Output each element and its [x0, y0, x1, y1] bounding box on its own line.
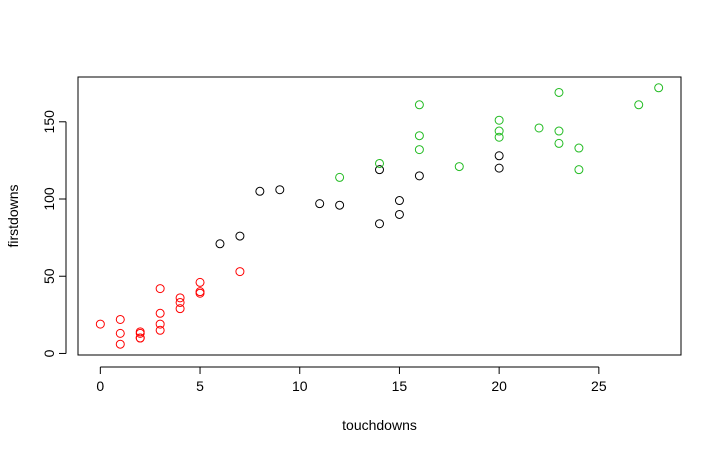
- data-point: [414, 100, 424, 110]
- data-point: [654, 83, 664, 93]
- data-point: [494, 132, 504, 142]
- data-point: [115, 328, 125, 338]
- x-tick-label: 0: [96, 378, 104, 394]
- y-tick-label: 100: [41, 187, 57, 211]
- x-tick-label: 20: [491, 378, 507, 394]
- data-point: [375, 165, 384, 175]
- data-point: [375, 158, 384, 168]
- data-point: [175, 297, 185, 307]
- x-tick-label: 5: [196, 378, 204, 394]
- x-tick-label: 15: [392, 378, 408, 394]
- data-point: [155, 284, 165, 294]
- data-point: [155, 308, 165, 318]
- data-point: [375, 219, 384, 229]
- y-tick-label: 150: [41, 110, 57, 134]
- data-point: [195, 288, 205, 298]
- y-axis-label: firstdowns: [5, 184, 21, 247]
- data-point: [394, 209, 404, 219]
- data-point: [414, 145, 424, 155]
- data-point: [155, 325, 165, 335]
- data-point: [554, 138, 564, 148]
- x-tick-label: 10: [292, 378, 308, 394]
- data-point: [574, 143, 584, 153]
- data-point: [335, 172, 345, 182]
- data-point: [115, 339, 125, 349]
- data-point: [534, 123, 544, 133]
- data-point: [494, 126, 504, 136]
- data-point: [394, 196, 404, 206]
- data-point: [195, 277, 205, 287]
- data-point: [494, 151, 504, 161]
- data-point: [335, 200, 345, 210]
- data-point: [135, 328, 145, 338]
- data-point: [135, 333, 145, 343]
- data-point: [414, 131, 424, 141]
- data-point: [554, 87, 564, 97]
- data-point: [454, 162, 464, 172]
- data-point: [175, 304, 185, 314]
- data-point: [175, 293, 185, 303]
- data-point: [95, 319, 105, 329]
- data-point: [414, 171, 424, 181]
- data-point: [255, 186, 265, 196]
- y-tick-label: 0: [41, 349, 57, 357]
- data-point: [494, 115, 504, 125]
- data-point: [634, 100, 644, 110]
- data-point: [574, 165, 584, 175]
- data-points: [95, 83, 664, 349]
- data-point: [554, 126, 564, 136]
- data-point: [275, 185, 285, 195]
- data-point: [315, 199, 325, 209]
- data-point: [494, 163, 504, 173]
- y-tick-label: 50: [41, 268, 57, 284]
- plot-box: [77, 76, 682, 356]
- data-point: [115, 314, 125, 324]
- data-point: [235, 267, 245, 277]
- data-point: [235, 231, 245, 241]
- data-point: [215, 239, 225, 249]
- x-tick-label: 25: [591, 378, 607, 394]
- x-axis-label: touchdowns: [342, 417, 417, 433]
- y-axis: 0 50 100 150: [41, 110, 67, 357]
- data-point: [155, 319, 165, 329]
- x-axis: 0 5 10 15 20 25: [96, 366, 607, 394]
